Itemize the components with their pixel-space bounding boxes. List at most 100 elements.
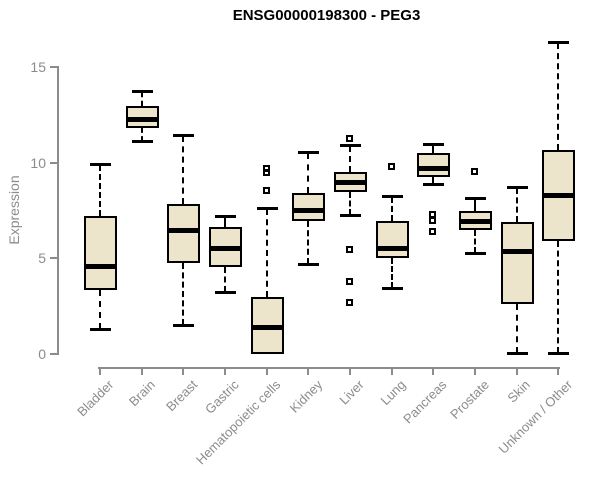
- whisker-cap-upper: [465, 197, 487, 201]
- y-tick: [50, 257, 57, 260]
- whisker-line-lower: [390, 258, 393, 289]
- box-iqr: [292, 193, 326, 222]
- outlier-point: [429, 227, 437, 235]
- box-iqr: [500, 222, 534, 305]
- x-axis-line: [98, 367, 561, 369]
- median-line: [84, 264, 117, 270]
- y-tick: [50, 161, 57, 164]
- whisker-cap-lower: [340, 213, 362, 217]
- whisker-cap-lower: [381, 287, 403, 291]
- whisker-cap-lower: [506, 352, 528, 356]
- whisker-cap-upper: [215, 215, 236, 219]
- whisker-line-upper: [307, 153, 310, 194]
- whisker-cap-lower: [173, 324, 195, 328]
- whisker-cap-lower: [215, 290, 236, 294]
- median-line: [167, 227, 201, 233]
- box-iqr: [84, 216, 117, 290]
- x-tick-label: Prostate: [446, 377, 492, 422]
- x-tick-label: Pancreas: [400, 377, 450, 427]
- box-iqr: [167, 204, 201, 264]
- median-line: [375, 245, 409, 251]
- whisker-cap-lower: [423, 182, 445, 186]
- x-tick-label: Liver: [336, 377, 367, 408]
- chart-title: ENSG00000198300 - PEG3: [232, 7, 421, 24]
- whisker-line-lower: [99, 289, 101, 330]
- x-tick: [307, 368, 310, 375]
- median-line: [500, 248, 534, 254]
- x-tick-label: Bladder: [74, 377, 117, 420]
- whisker-line-lower: [557, 241, 560, 354]
- box-iqr: [125, 105, 159, 128]
- whisker-line-lower: [224, 267, 226, 292]
- whisker-cap-upper: [340, 143, 362, 147]
- whisker-line-upper: [224, 217, 226, 227]
- median-line: [125, 116, 159, 122]
- x-tick-label: Kidney: [286, 377, 325, 416]
- y-axis-line: [57, 66, 59, 355]
- outlier-point: [346, 245, 354, 253]
- whisker-line-upper: [390, 197, 393, 222]
- whisker-cap-upper: [256, 206, 278, 210]
- x-tick: [99, 368, 101, 375]
- outlier-point: [429, 217, 437, 225]
- whisker-line-lower: [307, 221, 310, 265]
- whisker-cap-lower: [465, 251, 487, 255]
- outlier-point: [346, 278, 354, 286]
- whisker-line-lower: [349, 191, 352, 215]
- outlier-point: [346, 299, 354, 307]
- x-tick-label: Breast: [162, 377, 200, 415]
- x-tick: [390, 368, 393, 375]
- whisker-line-upper: [432, 144, 435, 154]
- box-iqr: [375, 221, 409, 259]
- box-iqr: [417, 153, 451, 178]
- outlier-point: [262, 186, 270, 194]
- whisker-cap-upper: [131, 90, 153, 94]
- y-tick-label: 10: [30, 154, 46, 171]
- x-tick: [557, 368, 560, 375]
- whisker-cap-lower: [131, 139, 153, 143]
- median-line: [459, 219, 493, 225]
- x-tick: [474, 368, 477, 375]
- whisker-cap-upper: [548, 40, 570, 44]
- median-line: [292, 207, 326, 213]
- whisker-line-lower: [182, 263, 185, 326]
- x-tick: [265, 368, 268, 375]
- median-line: [209, 245, 242, 251]
- whisker-line-lower: [474, 229, 477, 253]
- whisker-cap-upper: [90, 162, 111, 166]
- y-tick-label: 15: [30, 59, 46, 76]
- whisker-cap-upper: [506, 185, 528, 189]
- outlier-point: [262, 169, 270, 177]
- whisker-line-upper: [140, 92, 143, 106]
- median-line: [542, 193, 576, 199]
- whisker-line-lower: [515, 304, 518, 354]
- whisker-cap-lower: [90, 328, 111, 332]
- whisker-cap-upper: [381, 195, 403, 199]
- whisker-cap-upper: [423, 142, 445, 146]
- y-tick-label: 0: [38, 346, 46, 362]
- x-tick-label: Lung: [377, 377, 409, 409]
- whisker-line-upper: [515, 187, 518, 223]
- whisker-line-upper: [557, 42, 560, 150]
- median-line: [250, 325, 284, 331]
- median-line: [417, 165, 451, 171]
- whisker-cap-upper: [298, 151, 320, 155]
- whisker-line-lower: [432, 177, 435, 184]
- x-tick-label: Gastric: [201, 377, 242, 417]
- whisker-line-upper: [349, 145, 352, 173]
- y-tick: [50, 353, 57, 355]
- outlier-point: [471, 167, 479, 175]
- x-tick: [432, 368, 435, 375]
- whisker-cap-lower: [548, 352, 570, 356]
- x-tick: [224, 368, 226, 375]
- y-tick-label: 5: [38, 250, 46, 267]
- whisker-line-upper: [99, 164, 101, 217]
- whisker-cap-upper: [173, 134, 195, 138]
- x-tick-label: Unknown / Other: [495, 377, 575, 457]
- whisker-line-upper: [265, 208, 268, 297]
- x-tick: [349, 368, 352, 375]
- x-tick: [140, 368, 143, 375]
- x-tick: [515, 368, 518, 375]
